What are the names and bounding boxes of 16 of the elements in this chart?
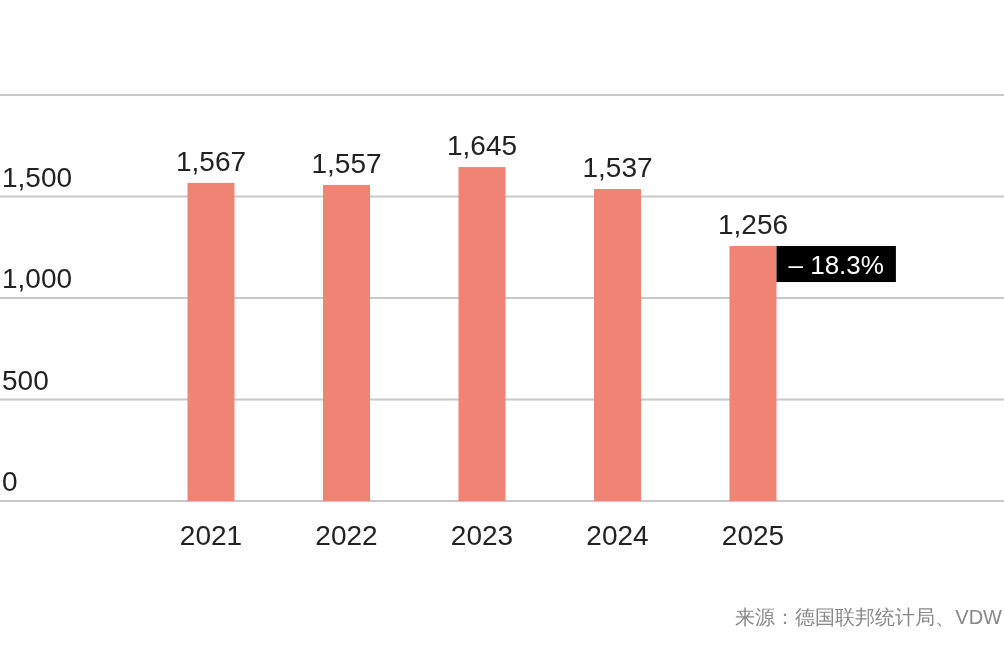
x-tick-label: 2021 — [179, 520, 243, 551]
y-tick-label: 0 — [2, 466, 18, 497]
source-note: 来源：德国联邦统计局、VDW — [735, 606, 1003, 628]
y-tick-label: 500 — [2, 364, 49, 396]
data-label: 1,256 — [717, 209, 789, 241]
data-label: 1,537 — [582, 151, 653, 183]
x-tick-label: 2025 — [721, 520, 785, 551]
x-tick-label: 2024 — [586, 520, 649, 551]
data-label: 1,567 — [175, 145, 247, 177]
annotation: – 18.3% — [788, 250, 884, 281]
x-tick-label: 2022 — [315, 520, 378, 551]
y-tick-label: 1,500 — [2, 161, 73, 193]
data-label: 1,557 — [311, 147, 382, 179]
x-tick-label: 2023 — [450, 520, 514, 551]
data-label: 1,645 — [446, 130, 518, 162]
y-tick-label: 1,000 — [2, 263, 73, 294]
